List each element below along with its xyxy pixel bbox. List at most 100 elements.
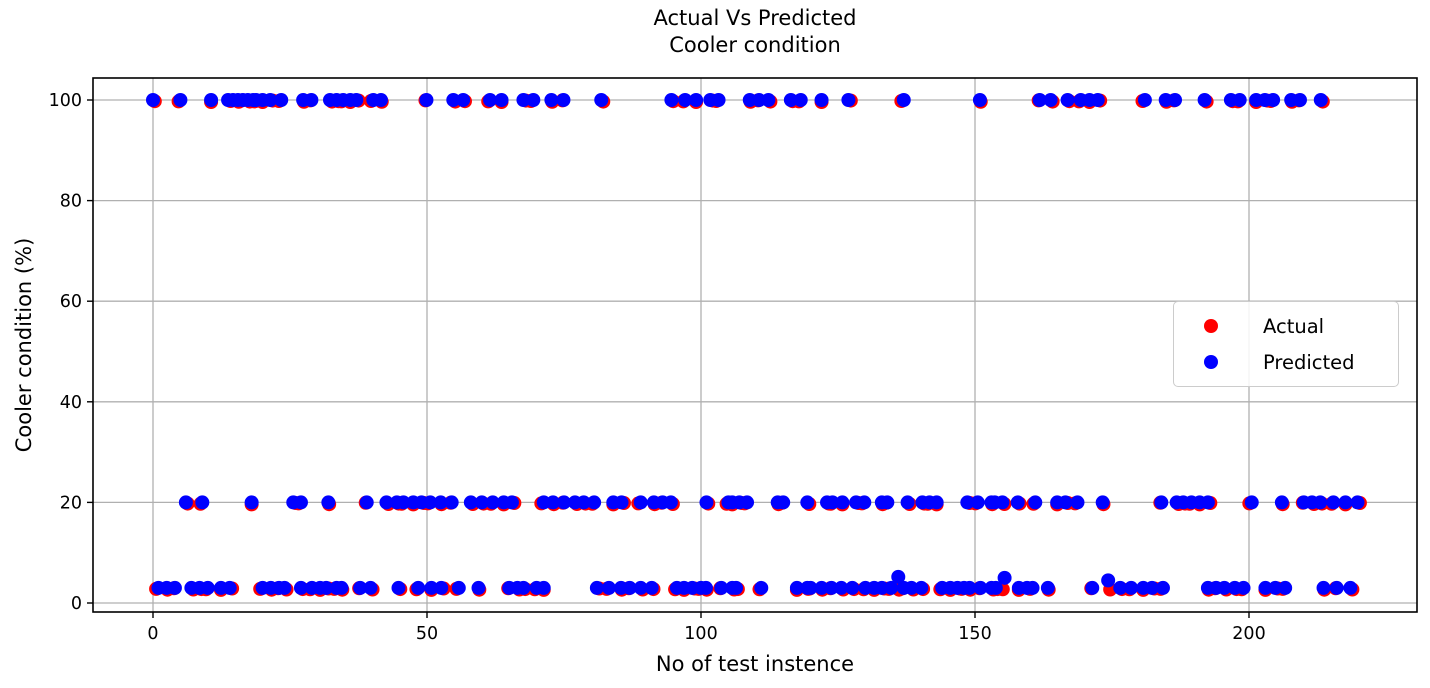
predicted-point — [793, 93, 808, 107]
predicted-point — [633, 495, 648, 510]
predicted-point — [835, 495, 850, 510]
predicted-point — [1070, 495, 1085, 510]
predicted-point — [711, 93, 726, 107]
predicted-point — [1329, 580, 1344, 595]
predicted-point — [411, 580, 426, 595]
predicted-point — [456, 93, 471, 107]
predicted-point — [1155, 580, 1170, 595]
legend-label-predicted: Predicted — [1263, 350, 1355, 374]
predicted-point — [698, 580, 713, 595]
predicted-point — [761, 93, 776, 107]
predicted-point — [601, 580, 616, 595]
predicted-point — [433, 495, 448, 510]
predicted-point — [1236, 580, 1251, 595]
predicted-point — [546, 495, 561, 510]
x-tick-label: 50 — [416, 624, 438, 644]
predicted-point — [904, 580, 919, 595]
legend-item-predicted: Predicted — [1174, 351, 1398, 374]
predicted-point — [451, 580, 466, 595]
chart-title-line1: Actual Vs Predicted — [653, 6, 857, 30]
predicted-point — [1313, 495, 1328, 510]
predicted-point — [1326, 495, 1341, 510]
predicted-point — [814, 93, 829, 107]
legend-item-actual: Actual — [1174, 315, 1398, 338]
predicted-point — [1258, 580, 1273, 595]
x-tick-label: 100 — [684, 624, 717, 644]
predicted-point — [614, 495, 629, 510]
predicted-point — [1197, 93, 1212, 107]
predicted-point — [729, 580, 744, 595]
predicted-point — [845, 580, 860, 595]
predicted-point — [463, 495, 478, 510]
predicted-point — [834, 580, 849, 595]
predicted-point — [929, 495, 944, 510]
predicted-point — [664, 93, 679, 107]
predicted-point — [293, 580, 308, 595]
predicted-point — [485, 495, 500, 510]
predicted-point — [353, 580, 368, 595]
predicted-point — [274, 93, 289, 107]
x-axis-label: No of test instence — [655, 652, 855, 676]
predicted-point — [1274, 495, 1289, 510]
predicted-point — [483, 93, 498, 107]
predicted-point — [321, 495, 336, 510]
predicted-point — [1095, 495, 1110, 510]
predicted-point — [1232, 93, 1247, 107]
predicted-point — [471, 580, 486, 595]
predicted-point — [622, 580, 637, 595]
predicted-point — [678, 93, 693, 107]
predicted-point — [857, 495, 872, 510]
actual-marker-icon — [1204, 319, 1218, 333]
predicted-marker-icon — [1204, 355, 1218, 369]
predicted-point — [1025, 580, 1040, 595]
predicted-point — [1040, 580, 1055, 595]
predicted-point — [644, 580, 659, 595]
predicted-point — [884, 580, 899, 595]
predicted-point — [293, 495, 308, 510]
predicted-point — [1043, 93, 1058, 107]
predicted-point — [1266, 93, 1281, 107]
predicted-point — [789, 580, 804, 595]
predicted-point — [1200, 495, 1215, 510]
predicted-point — [1090, 93, 1105, 107]
predicted-point — [1316, 580, 1331, 595]
predicted-point — [841, 93, 856, 107]
predicted-point — [363, 580, 378, 595]
predicted-point — [446, 93, 461, 107]
predicted-point — [423, 495, 438, 510]
legend: Actual Predicted — [1173, 301, 1399, 387]
predicted-point — [988, 580, 1003, 595]
x-tick-label: 200 — [1232, 624, 1265, 644]
y-tick-label: 80 — [60, 192, 82, 212]
predicted-point — [783, 93, 798, 107]
predicted-point — [891, 569, 906, 584]
predicted-point — [419, 93, 434, 107]
predicted-point — [1145, 580, 1160, 595]
predicted-point — [825, 495, 840, 510]
predicted-point — [1343, 580, 1358, 595]
predicted-point — [1032, 93, 1047, 107]
predicted-point — [1113, 580, 1128, 595]
predicted-point — [359, 495, 374, 510]
plot-frame — [92, 77, 1418, 613]
predicted-point — [319, 580, 334, 595]
y-tick-label: 0 — [71, 594, 82, 614]
predicted-point — [200, 580, 215, 595]
y-tick-label: 40 — [60, 393, 82, 413]
y-tick-label: 100 — [49, 91, 82, 111]
predicted-point — [494, 93, 509, 107]
predicted-point — [914, 580, 929, 595]
predicted-point — [576, 495, 591, 510]
predicted-point — [526, 93, 541, 107]
predicted-points-layer — [146, 93, 1365, 595]
predicted-point — [424, 580, 439, 595]
predicted-point — [173, 93, 188, 107]
predicted-point — [391, 580, 406, 595]
y-tick-label: 20 — [60, 493, 82, 513]
legend-label-actual: Actual — [1263, 314, 1325, 338]
predicted-point — [880, 495, 895, 510]
predicted-point — [997, 570, 1012, 585]
predicted-point — [557, 495, 571, 510]
